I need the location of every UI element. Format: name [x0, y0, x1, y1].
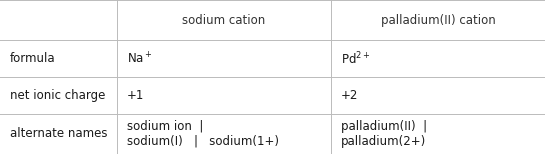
Text: net ionic charge: net ionic charge [10, 89, 105, 102]
Text: +1: +1 [127, 89, 144, 102]
Text: alternate names: alternate names [10, 128, 107, 140]
Text: sodium cation: sodium cation [183, 14, 265, 26]
Text: sodium ion  |
sodium(I)   |   sodium(1+): sodium ion | sodium(I) | sodium(1+) [127, 120, 279, 148]
Text: palladium(II)  |
palladium(2+): palladium(II) | palladium(2+) [341, 120, 427, 148]
Text: Na$^+$: Na$^+$ [127, 51, 153, 66]
Text: +2: +2 [341, 89, 358, 102]
Text: Pd$^{2+}$: Pd$^{2+}$ [341, 50, 370, 67]
Text: palladium(II) cation: palladium(II) cation [380, 14, 495, 26]
Text: formula: formula [10, 52, 56, 65]
